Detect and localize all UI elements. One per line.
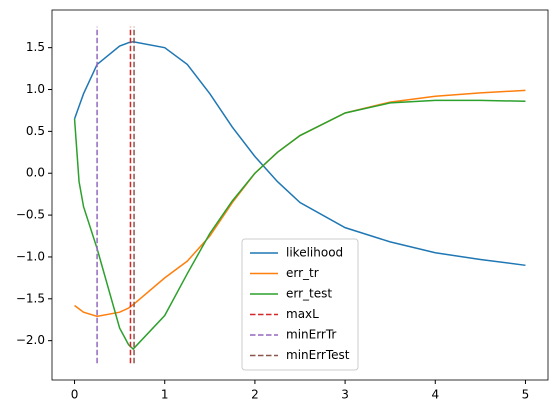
y-tick-label: −0.5: [16, 208, 45, 222]
x-tick-label: 4: [431, 388, 439, 402]
legend: likelihood err_tr err_test maxL minErrTr minE…: [241, 238, 359, 371]
legend-label: err_test: [286, 287, 332, 301]
x-tick-label: 0: [71, 388, 79, 402]
axes-frame: [51, 9, 549, 381]
y-tick-label: 0.5: [26, 124, 45, 138]
legend-label: minErrTr: [286, 328, 336, 342]
y-tick-label: −2.0: [16, 333, 45, 347]
y-tick-label: 0.0: [26, 166, 45, 180]
legend-label: maxL: [286, 307, 319, 321]
y-tick-label: 1.0: [26, 82, 45, 96]
y-tick-label: 1.5: [26, 40, 45, 54]
y-tick-label: −1.5: [16, 291, 45, 305]
legend-label: minErrTest: [286, 348, 350, 362]
line: [73, 41, 526, 267]
x-tick-label: 2: [251, 388, 259, 402]
x-tick-label: 3: [341, 388, 349, 402]
legend-label: err_tr: [286, 266, 319, 280]
x-tick-label: 1: [161, 388, 169, 402]
legend-label: likelihood: [286, 246, 343, 260]
y-tick-label: −1.0: [16, 249, 45, 263]
legend-box: [241, 238, 359, 371]
x-tick-label: 5: [522, 388, 530, 402]
line: [74, 89, 526, 318]
